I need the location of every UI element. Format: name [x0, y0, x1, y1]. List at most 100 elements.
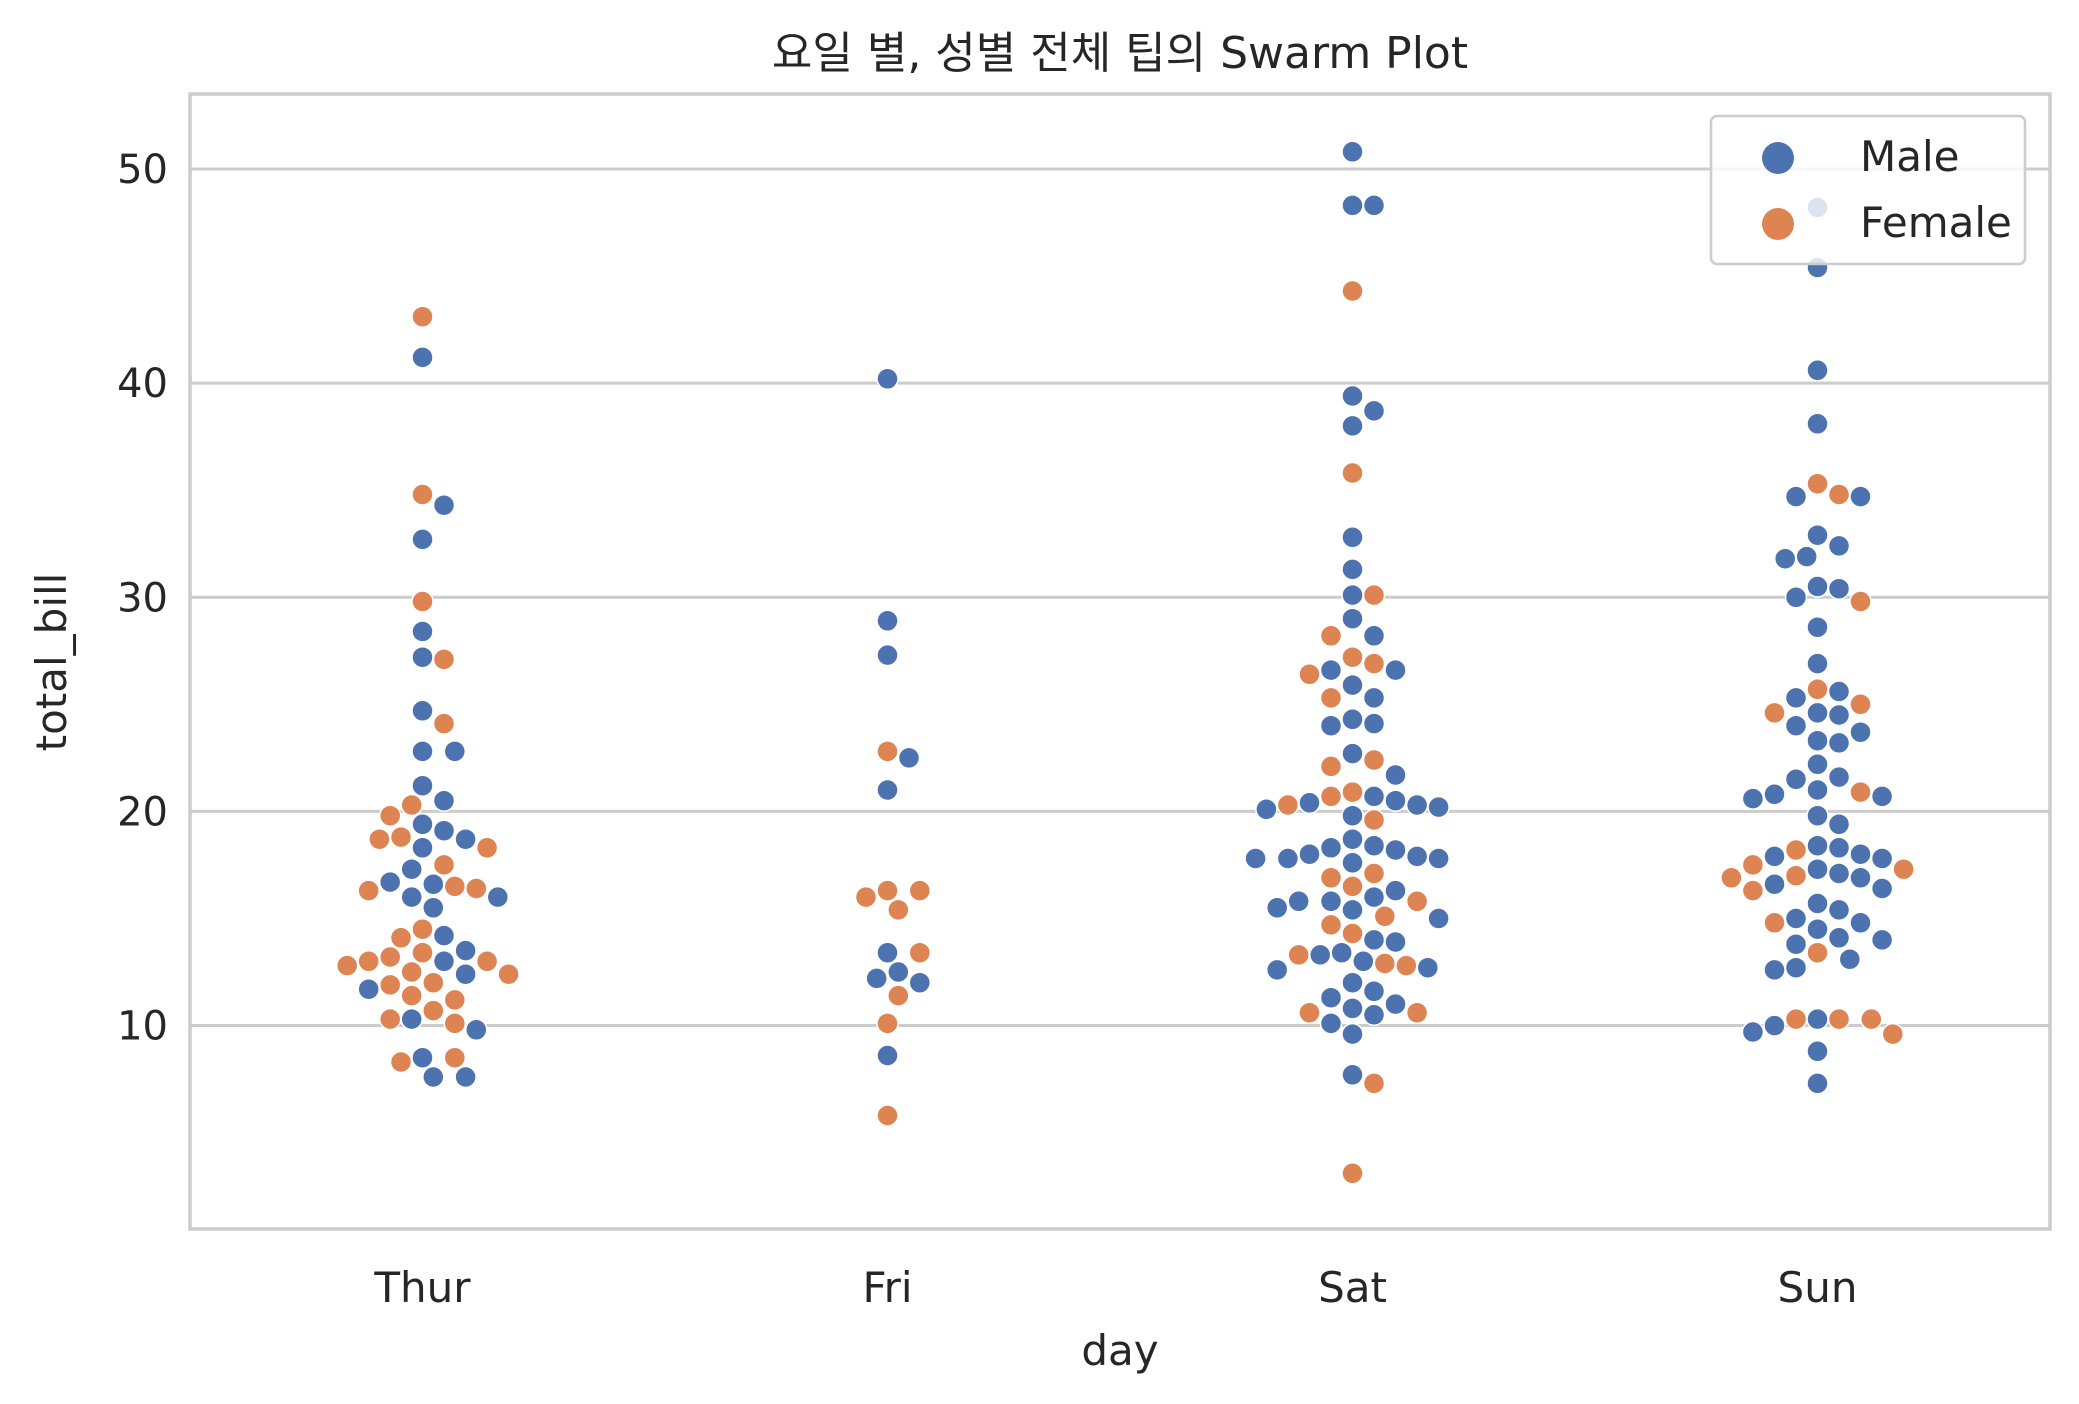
swarm-point-male	[411, 774, 434, 797]
swarm-point-female	[443, 988, 467, 1012]
swarm-point-male	[454, 827, 477, 851]
x-tick-label: Thur	[373, 1263, 471, 1312]
swarm-point-female	[1341, 875, 1364, 898]
swarm-point-male	[897, 746, 921, 770]
swarm-point-male	[1870, 847, 1894, 870]
swarm-point-male	[876, 367, 899, 391]
swarm-point-male	[411, 699, 434, 723]
swarm-point-male	[1827, 534, 1851, 558]
swarm-point-female	[400, 960, 423, 984]
swarm-point-female	[908, 941, 932, 964]
swarm-point-male	[432, 819, 456, 842]
swarm-point-female	[443, 1046, 467, 1069]
swarm-point-male	[411, 645, 434, 669]
swarm-point-female	[854, 885, 878, 909]
swarm-point-male	[1405, 845, 1429, 868]
swarm-point-male	[1806, 1007, 1829, 1031]
swarm-point-male	[486, 885, 510, 909]
swarm-point-female	[1860, 1007, 1883, 1031]
swarm-point-female	[1341, 780, 1364, 804]
swarm-point-male	[1763, 1014, 1786, 1037]
swarm-point-male	[1319, 986, 1343, 1009]
swarm-point-female	[422, 971, 445, 994]
swarm-point-male	[876, 643, 899, 667]
swarm-point-female	[1784, 864, 1808, 887]
swarm-point-male	[1384, 838, 1407, 862]
swarm-point-male	[887, 960, 910, 984]
swarm-point-male	[1362, 834, 1386, 857]
swarm-point-female	[1405, 1001, 1429, 1024]
y-axis-label: total_bill	[27, 573, 76, 752]
swarm-point-male	[1341, 583, 1364, 607]
swarm-point-female	[368, 827, 391, 851]
legend-marker-female	[1762, 208, 1794, 240]
swarm-point-female	[887, 898, 910, 922]
y-tick-label: 40	[117, 361, 168, 407]
swarm-point-male	[1384, 658, 1407, 682]
swarm-point-male	[1341, 997, 1364, 1020]
y-tick-label: 30	[117, 575, 168, 621]
legend-label-female: Female	[1860, 198, 2012, 247]
swarm-point-female	[1827, 483, 1851, 506]
swarm-point-male	[876, 1044, 899, 1067]
swarm-point-male	[1362, 712, 1386, 735]
swarm-point-female	[1319, 785, 1343, 808]
swarm-point-female	[1319, 755, 1343, 778]
swarm-point-female	[1741, 879, 1765, 902]
swarm-point-female	[1763, 911, 1786, 935]
swarm-point-male	[1319, 658, 1343, 682]
swarm-point-female	[497, 962, 520, 986]
swarm-point-male	[1763, 783, 1786, 806]
legend-marker-male	[1762, 142, 1794, 174]
swarm-point-male	[1806, 834, 1829, 857]
swarm-point-male	[1806, 804, 1829, 827]
swarm-point-male	[1806, 892, 1829, 915]
swarm-point-male	[400, 857, 423, 881]
y-tick-label: 50	[117, 147, 168, 193]
x-tick-labels: Thur Fri Sat Sun	[373, 1263, 1857, 1312]
swarm-point-female	[1287, 943, 1310, 967]
swarm-point-male	[1341, 1022, 1364, 1046]
swarm-point-male	[1806, 857, 1829, 881]
swarm-point-male	[1384, 789, 1407, 812]
swarm-point-male	[422, 896, 445, 920]
swarm-point-male	[378, 870, 402, 894]
swarm-point-female	[1341, 279, 1364, 303]
swarm-point-male	[411, 346, 434, 369]
swarm-point-female	[1720, 866, 1743, 890]
swarm-point-female	[411, 590, 434, 613]
swarm-point-male	[1849, 911, 1872, 935]
swarm-point-female	[400, 793, 423, 817]
swarm-point-male	[1341, 1063, 1364, 1087]
swarm-point-female	[475, 836, 499, 860]
swarm-point-male	[1741, 787, 1765, 810]
swarm-point-female	[1319, 624, 1343, 648]
swarm-point-male	[411, 620, 434, 643]
swarm-point-male	[1827, 731, 1851, 755]
swarm-point-male	[400, 1007, 423, 1031]
swarm-point-male	[1773, 547, 1797, 570]
swarm-point-female	[876, 1104, 899, 1127]
swarm-point-male	[1384, 992, 1407, 1016]
swarm-point-male	[1362, 785, 1386, 808]
swarm-point-male	[1341, 673, 1364, 697]
swarm-point-male	[1287, 890, 1310, 913]
swarm-point-female	[876, 1012, 899, 1035]
swarm-point-female	[1362, 1072, 1386, 1095]
y-tick-labels: 10 20 30 40 50	[117, 147, 168, 1050]
swarm-point-male	[1384, 879, 1407, 902]
swarm-point-male	[1362, 885, 1386, 909]
swarm-point-male	[1298, 791, 1321, 815]
swarm-point-male	[1244, 847, 1267, 870]
swarm-point-female	[443, 1012, 467, 1035]
swarm-point-female	[465, 877, 488, 900]
swarm-point-female	[335, 954, 359, 977]
swarm-point-male	[1827, 862, 1851, 885]
swarm-point-male	[1308, 943, 1332, 967]
swarm-point-male	[1827, 813, 1851, 836]
swarm-point-male	[1384, 763, 1407, 787]
y-tick-label: 10	[117, 1004, 168, 1050]
swarm-point-male	[1341, 971, 1364, 994]
swarm-point-male	[1341, 804, 1364, 827]
